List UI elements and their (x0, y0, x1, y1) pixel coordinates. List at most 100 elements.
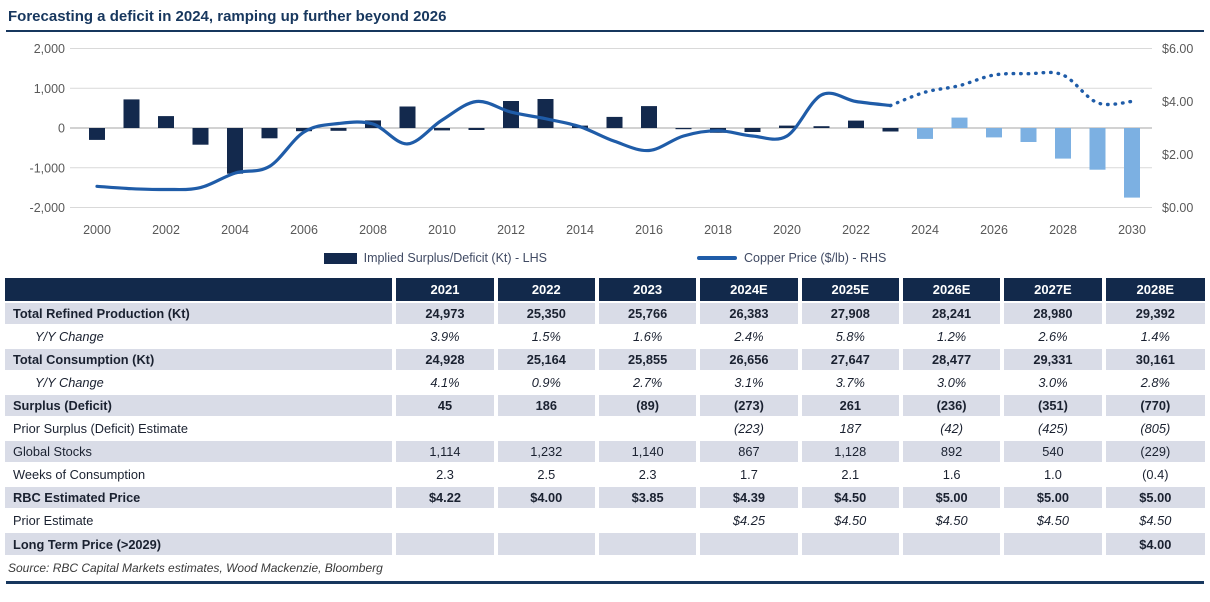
table-header-year-2022: 2022 (493, 277, 597, 302)
table-cell: 2.8% (1101, 371, 1205, 394)
table-cell (493, 417, 597, 440)
table-cell: $5.00 (898, 486, 1003, 509)
bar-2001 (123, 99, 140, 128)
report-page: Forecasting a deficit in 2024, ramping u… (5, 8, 1205, 584)
table-cell: $3.85 (594, 486, 699, 509)
table-cell (392, 532, 496, 555)
table-cell: 540 (1000, 440, 1104, 463)
table-cell: 45 (392, 394, 496, 417)
left-axis-tick-label: 0 (58, 122, 65, 136)
table-cell (493, 509, 597, 532)
bar-2000 (89, 128, 105, 140)
table-cell: 1.7 (696, 463, 800, 486)
table-cell (696, 532, 800, 555)
bar-2015 (606, 116, 623, 128)
table-cell: $5.00 (1101, 486, 1205, 509)
bar-2020 (779, 125, 795, 128)
table-cell: $5.00 (1000, 486, 1104, 509)
table-cell: 25,766 (594, 302, 699, 325)
table-cell: 24,928 (392, 348, 496, 371)
x-axis-tick-label: 2008 (359, 223, 387, 237)
table-cell: (89) (594, 394, 699, 417)
table-cell: 1,128 (797, 440, 901, 463)
table-cell: 30,161 (1101, 348, 1205, 371)
page-title: Forecasting a deficit in 2024, ramping u… (8, 8, 447, 25)
bar-2006 (296, 128, 312, 132)
x-axis-tick-label: 2006 (290, 223, 318, 237)
x-axis-tick-label: 2010 (428, 223, 456, 237)
bar-2021 (813, 126, 830, 128)
table-cell: 1,114 (392, 440, 496, 463)
table-cell (392, 509, 496, 532)
table-row: RBC Estimated Price $4.22 $4.00 $3.85 $4.39 $… (5, 486, 1205, 509)
table-cell: 25,350 (493, 302, 597, 325)
bar-2028 (1055, 128, 1071, 159)
bar-2016 (641, 106, 657, 128)
x-axis-tick-label: 2028 (1049, 223, 1077, 237)
table-cell: $4.39 (696, 486, 800, 509)
bar-2011 (468, 128, 485, 130)
x-axis-tick-label: 2016 (635, 223, 663, 237)
table-header-year-2023: 2023 (594, 277, 699, 302)
table-cell: 26,383 (696, 302, 800, 325)
right-axis-tick-label: $0.00 (1162, 201, 1193, 215)
bar-2022 (848, 120, 864, 128)
table-cell: $4.50 (898, 509, 1003, 532)
table-cell: $4.50 (797, 486, 901, 509)
table-row: Y/Y Change 3.9% 1.5% 1.6% 2.4% 5.8% 1.2% 2.6% 1.… (5, 325, 1205, 348)
bar-2017 (675, 128, 692, 130)
table-cell: 1.2% (898, 325, 1003, 348)
copper-price-line-dotted (888, 70, 1134, 108)
x-axis-tick-label: 2022 (842, 223, 870, 237)
table-row: Global Stocks 1,114 1,232 1,140 867 1,128 892 5… (5, 440, 1205, 463)
title-divider (6, 30, 1204, 32)
table-row: Prior Surplus (Deficit) Estimate (223) 187… (5, 417, 1205, 440)
table-header-year-2026E: 2026E (898, 277, 1003, 302)
table-cell: (236) (898, 394, 1003, 417)
bar-2003 (192, 128, 209, 145)
table-header-year-2024E: 2024E (696, 277, 800, 302)
bar-swatch-icon (323, 252, 357, 264)
x-axis-tick-label: 2014 (566, 223, 594, 237)
x-axis-tick-label: 2002 (152, 223, 180, 237)
table-cell (594, 509, 699, 532)
legend-bar-label: Implied Surplus/Deficit (Kt) - LHS (363, 251, 547, 265)
bar-2012 (503, 101, 519, 128)
x-axis-tick-label: 2026 (980, 223, 1008, 237)
table-cell: 2.3 (392, 463, 496, 486)
row-label: Weeks of Consumption (13, 467, 146, 482)
left-axis-tick-label: -1,000 (30, 161, 65, 175)
bar-2026 (986, 128, 1002, 138)
surplus-deficit-copper-chart: 2,000 1,000 0 -1,000 -2,000 $6.00 $4.00 $2.00 $0… (30, 42, 1194, 237)
table-cell: 2.1 (797, 463, 901, 486)
table-header-year-2028E: 2028E (1101, 277, 1205, 302)
table-cell: 27,647 (797, 348, 901, 371)
table-cell: 28,241 (898, 302, 1003, 325)
bar-2002 (158, 116, 174, 128)
table-cell: 3.0% (898, 371, 1003, 394)
table-cell: 3.7% (797, 371, 901, 394)
table-cell: (770) (1101, 394, 1205, 417)
bar-2019 (744, 128, 761, 132)
table-cell: 3.1% (696, 371, 800, 394)
table-cell: 26,656 (696, 348, 800, 371)
table-cell: 892 (898, 440, 1003, 463)
table-cell: (351) (1000, 394, 1104, 417)
table-cell: (223) (696, 417, 800, 440)
bar-2029 (1089, 128, 1106, 170)
x-axis-tick-label: 2030 (1118, 223, 1146, 237)
left-axis-tick-label: 1,000 (34, 82, 65, 96)
left-axis-tick-label: 2,000 (34, 42, 65, 56)
row-label: Total Consumption (Kt) (5, 348, 395, 371)
right-axis-tick-label: $2.00 (1162, 148, 1193, 162)
table-cell: $4.00 (1101, 532, 1205, 555)
table-header: 2021 2022 2023 2024E 2025E 2026E 2027E 2028E (5, 277, 1205, 302)
bar-2023 (882, 128, 899, 132)
table-cell: (273) (696, 394, 800, 417)
right-axis-tick-label: $6.00 (1162, 42, 1193, 56)
table-cell: $4.25 (696, 509, 800, 532)
x-axis-tick-label: 2018 (704, 223, 732, 237)
x-axis-tick-label: 2012 (497, 223, 525, 237)
row-label: Surplus (Deficit) (5, 394, 395, 417)
table-header-year-2025E: 2025E (797, 277, 901, 302)
